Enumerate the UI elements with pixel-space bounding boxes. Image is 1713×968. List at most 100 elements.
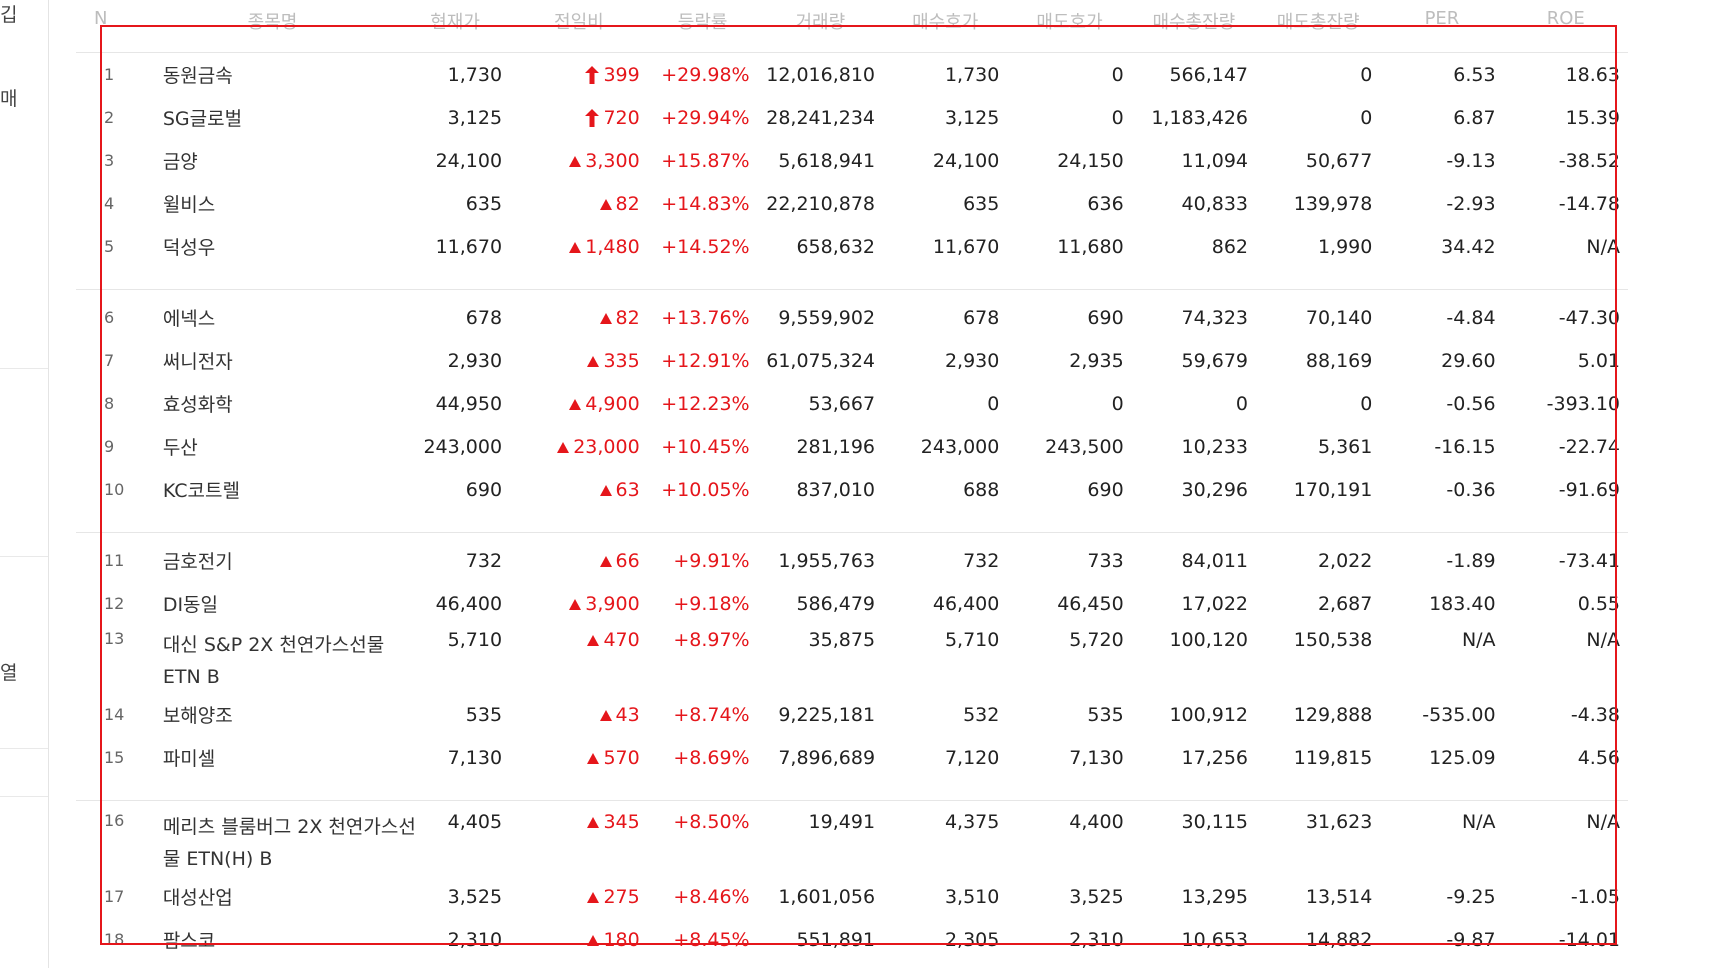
per-value: -535.00 (1422, 703, 1496, 726)
current-price: 24,100 (435, 149, 503, 172)
stock-name-link[interactable]: 동원금속 (145, 53, 400, 97)
stock-name-text[interactable]: 대성산업 (162, 887, 233, 909)
row-number: 10 (104, 480, 125, 499)
stock-name-link[interactable]: 써니전자 (145, 339, 400, 382)
bid-price: 5,710 (944, 629, 1000, 651)
ask-price: 7,130 (1069, 746, 1124, 769)
per-value: -9.25 (1446, 885, 1496, 908)
current-price: 11,670 (435, 235, 503, 258)
stock-name-text[interactable]: 메리츠 블룸버그 2X 천연가스선물 ETN(H) B (162, 816, 416, 870)
bid-price: 11,670 (932, 235, 1000, 258)
left-panel-divider (0, 368, 48, 369)
stock-name-text[interactable]: 파미셀 (162, 748, 216, 770)
per-value: N/A (1461, 629, 1496, 651)
trading-volume: 9,225,181 (778, 703, 876, 726)
price-change: 180 (510, 918, 648, 961)
price-change-value: 82 (615, 192, 640, 215)
change-rate: +12.23% (661, 392, 750, 415)
trading-volume: 1,955,763 (778, 549, 876, 572)
stock-name-text[interactable]: 효성화학 (162, 394, 233, 416)
stock-name-link[interactable]: SG글로벌 (145, 96, 400, 139)
stock-name-link[interactable]: 금양 (145, 139, 400, 182)
stock-name-link[interactable]: 에넥스 (145, 296, 400, 339)
price-change-value: 180 (603, 928, 640, 951)
stock-name-text[interactable]: 써니전자 (162, 351, 233, 373)
stock-name-text[interactable]: SG글로벌 (162, 108, 243, 130)
ask-price: 690 (1087, 478, 1124, 501)
left-panel-fragment[interactable]: 깁 (0, 4, 18, 26)
stock-name-text[interactable]: DI동일 (162, 594, 219, 616)
stock-name-link[interactable]: KC코트렐 (145, 468, 400, 511)
stock-name-link[interactable]: 메리츠 블룸버그 2X 천연가스선물 ETN(H) B (145, 807, 416, 875)
total-ask-qty: 150,538 (1293, 629, 1373, 651)
ask-price: 0 (1111, 63, 1124, 86)
trading-volume: 281,196 (796, 435, 876, 458)
bid-price: 2,930 (944, 349, 1000, 372)
roe-value: -1.05 (1570, 885, 1620, 908)
stock-name-text[interactable]: KC코트렐 (162, 480, 240, 502)
current-price: 732 (465, 549, 503, 572)
stock-name-link[interactable]: 보해양조 (145, 693, 400, 736)
up-triangle-icon (557, 441, 570, 453)
stock-name-text[interactable]: 금호전기 (162, 551, 233, 573)
stock-name-link[interactable]: DI동일 (145, 582, 400, 625)
table-row: 16 메리츠 블룸버그 2X 천연가스선물 ETN(H) B 4,405 345 +8.… (76, 807, 1628, 875)
ask-price: 46,450 (1057, 592, 1124, 615)
stock-name-link[interactable]: 파미셀 (145, 736, 400, 779)
stock-name-link[interactable]: 대성산업 (145, 875, 400, 918)
change-rate: +9.91% (673, 549, 750, 572)
stock-name-link[interactable]: 금호전기 (145, 539, 400, 582)
stock-name-text[interactable]: 금양 (162, 151, 198, 173)
trading-volume: 53,667 (808, 392, 876, 415)
price-change: 345 (510, 807, 648, 875)
stock-name-text[interactable]: 대신 S&P 2X 천연가스선물 ETN B (162, 634, 385, 688)
trading-volume: 7,896,689 (778, 746, 876, 769)
stock-name-text[interactable]: 두산 (162, 437, 198, 459)
roe-value: N/A (1586, 629, 1620, 651)
total-ask-qty: 0 (1360, 392, 1373, 415)
price-change: 4,900 (510, 382, 648, 425)
row-number: 7 (104, 351, 115, 370)
stock-name-link[interactable]: 윌비스 (145, 182, 400, 225)
row-number: 3 (104, 151, 115, 170)
roe-value: -393.10 (1546, 392, 1620, 415)
stock-name-text[interactable]: 보해양조 (162, 705, 233, 727)
total-ask-qty: 5,361 (1317, 435, 1373, 458)
stock-name-text[interactable]: 동원금속 (162, 65, 233, 87)
total-bid-qty: 10,653 (1181, 928, 1249, 951)
current-price: 4,405 (447, 811, 503, 833)
total-bid-qty: 0 (1235, 392, 1249, 415)
header-col-per: PER (1380, 0, 1504, 53)
up-triangle-icon (569, 155, 582, 167)
current-price: 5,710 (447, 629, 503, 651)
total-ask-qty: 31,623 (1305, 811, 1373, 833)
stock-name-link[interactable]: 팜스코 (145, 918, 400, 961)
stock-name-link[interactable]: 대신 S&P 2X 천연가스선물 ETN B (145, 625, 400, 693)
total-bid-qty: 13,295 (1181, 885, 1249, 908)
total-bid-qty: 30,296 (1181, 478, 1249, 501)
stock-name-text[interactable]: 팜스코 (162, 930, 216, 952)
left-panel-fragment[interactable]: 열 (0, 662, 18, 684)
price-change-value: 720 (603, 106, 640, 129)
stock-name-text[interactable]: 윌비스 (162, 194, 216, 216)
stock-name-text[interactable]: 덕성우 (162, 237, 216, 259)
stock-name-link[interactable]: 두산 (145, 425, 400, 468)
header-col-name: 종목명 (144, 0, 401, 53)
price-change: 275 (510, 875, 648, 918)
stock-name-text[interactable]: 에넥스 (162, 308, 216, 330)
price-change: 82 (510, 296, 648, 339)
group-separator (76, 511, 1628, 539)
price-change-value: 43 (615, 703, 640, 726)
per-value: 29.60 (1441, 349, 1496, 372)
stock-name-link[interactable]: 덕성우 (145, 225, 400, 268)
price-change-value: 3,300 (585, 149, 640, 172)
table-row: 14 보해양조 535 43 +8.74% 9,225,181 532 535 100,912 1… (76, 693, 1628, 736)
per-value: -2.93 (1446, 192, 1496, 215)
price-change-value: 66 (615, 549, 640, 572)
per-value: -9.87 (1446, 928, 1496, 951)
roe-value: 15.39 (1565, 106, 1620, 129)
stock-name-link[interactable]: 효성화학 (145, 382, 400, 425)
bid-price: 46,400 (932, 592, 1000, 615)
trading-volume: 5,618,941 (778, 149, 876, 172)
left-panel-fragment[interactable]: 매 (0, 88, 18, 110)
